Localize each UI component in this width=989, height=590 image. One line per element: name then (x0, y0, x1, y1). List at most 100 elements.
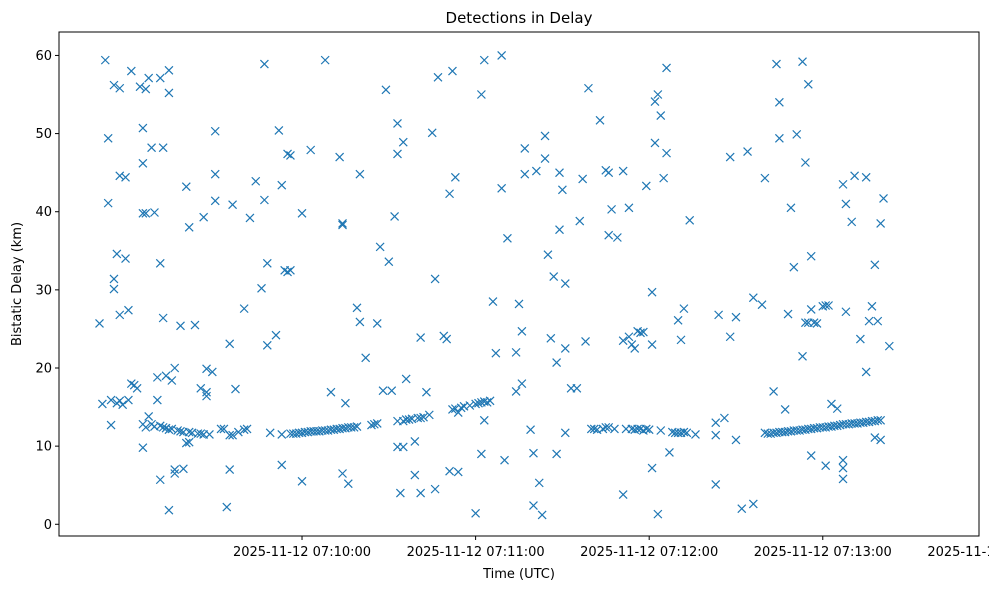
data-point (540, 154, 550, 164)
data-point (152, 395, 162, 405)
data-point (141, 208, 151, 218)
data-point (500, 455, 509, 465)
data-point (560, 428, 570, 438)
data-point (557, 185, 567, 195)
data-point (783, 309, 793, 319)
data-point (748, 499, 758, 509)
data-point (155, 73, 165, 83)
data-point (821, 301, 831, 310)
data-point (774, 133, 784, 143)
data-point (155, 258, 165, 268)
data-point (398, 416, 408, 426)
data-point (427, 128, 437, 138)
data-point (529, 501, 538, 510)
data-point (780, 404, 790, 414)
data-point (711, 418, 721, 428)
data-point (448, 404, 457, 414)
data-point (233, 427, 243, 437)
data-point (262, 340, 272, 350)
data-point (578, 174, 588, 184)
data-point (352, 303, 362, 313)
data-point (471, 399, 481, 409)
data-point (673, 315, 683, 325)
data-point (543, 250, 553, 260)
data-point (656, 426, 666, 435)
data-point (589, 424, 599, 434)
data-point (141, 422, 151, 432)
data-point (641, 424, 651, 434)
data-point (497, 51, 507, 60)
data-point (369, 419, 379, 429)
data-point (827, 399, 836, 409)
data-point (552, 449, 562, 459)
data-point (274, 126, 284, 135)
data-point (361, 353, 371, 363)
x-tick-label: 2025-11-12 07:13:00 (754, 545, 892, 560)
data-point (115, 396, 125, 406)
data-point (743, 147, 752, 156)
data-point (375, 242, 385, 252)
data-point (393, 118, 402, 128)
data-point (682, 428, 692, 438)
data-point (711, 480, 721, 489)
x-axis-label: Time (UTC) (482, 567, 555, 582)
data-point (584, 83, 593, 93)
data-point (503, 233, 512, 243)
data-point (624, 332, 634, 342)
data-point (725, 152, 735, 162)
data-point (326, 387, 336, 397)
data-point (803, 79, 813, 89)
data-point (465, 401, 475, 410)
data-point (181, 438, 191, 448)
data-point (158, 143, 168, 153)
data-point (277, 460, 287, 470)
data-point (231, 384, 240, 394)
data-point (517, 379, 527, 389)
data-point (540, 131, 550, 141)
data-point (343, 479, 353, 489)
data-point (471, 508, 481, 518)
data-point (445, 466, 454, 476)
data-point (121, 254, 130, 264)
data-point (109, 80, 119, 90)
data-point (731, 435, 741, 445)
data-point (390, 211, 400, 221)
data-point (95, 319, 104, 328)
data-point (121, 172, 130, 182)
data-point (838, 474, 848, 484)
data-point (164, 505, 174, 515)
data-point (653, 90, 663, 99)
data-point (679, 427, 689, 437)
data-point (497, 183, 507, 193)
data-point (144, 412, 154, 421)
data-point (196, 383, 206, 393)
data-point (867, 301, 877, 311)
data-point (378, 386, 388, 396)
data-point (598, 424, 608, 434)
data-point (806, 304, 816, 314)
data-point (118, 400, 128, 410)
data-point (384, 257, 394, 267)
data-point (106, 420, 116, 430)
data-point (864, 316, 874, 326)
data-point (155, 475, 165, 485)
data-point (809, 318, 819, 328)
data-point (841, 307, 851, 317)
data-point (531, 166, 541, 176)
data-point (876, 219, 886, 228)
data-point (277, 180, 287, 190)
data-point (653, 509, 663, 519)
data-point (636, 328, 645, 338)
data-point (511, 347, 521, 357)
data-point (774, 97, 784, 107)
data-point (202, 391, 211, 401)
data-point (604, 422, 614, 432)
data-point (879, 194, 888, 203)
data-point (335, 152, 345, 162)
data-point (144, 73, 154, 83)
data-point (555, 168, 564, 178)
data-point (714, 310, 724, 320)
data-point (665, 447, 674, 457)
data-point (627, 340, 637, 349)
data-point (456, 403, 466, 413)
